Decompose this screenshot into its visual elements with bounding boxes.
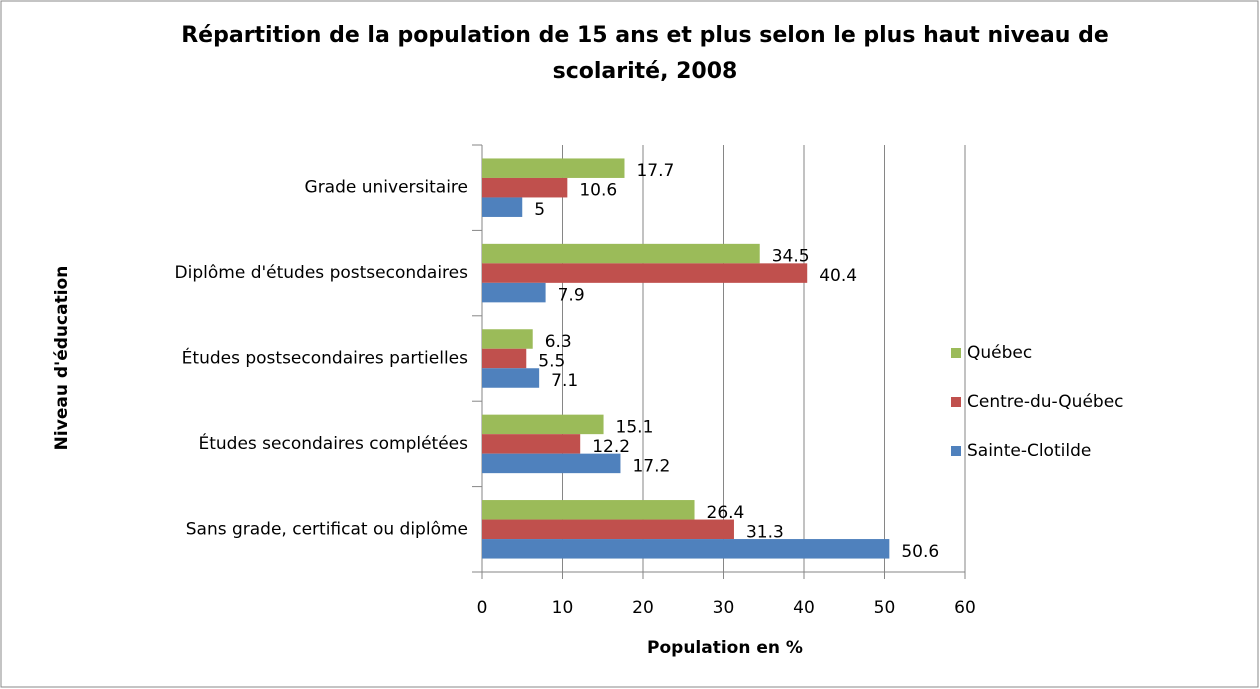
x-tick-label: 50 — [874, 598, 896, 618]
value-label: 7.9 — [558, 286, 585, 306]
value-label: 17.7 — [636, 161, 674, 181]
y-axis-title: Niveau d'éducation — [52, 266, 72, 451]
value-label: 5.5 — [538, 352, 565, 372]
bar — [482, 263, 808, 283]
x-tick-label: 20 — [632, 598, 654, 618]
x-tick-label: 0 — [477, 598, 488, 618]
bar — [482, 329, 533, 349]
value-label: 50.6 — [901, 542, 939, 562]
bar — [482, 414, 604, 435]
value-label: 31.3 — [746, 522, 784, 542]
bar — [482, 519, 734, 540]
y-tick-label: Diplôme d'études postsecondaires — [175, 263, 469, 283]
value-label: 34.5 — [772, 247, 810, 267]
x-tick-label: 10 — [552, 598, 574, 618]
legend-swatch — [951, 397, 961, 407]
legend-swatch — [951, 446, 961, 456]
chart-title: Répartition de la population de 15 ans e… — [181, 23, 1109, 84]
x-tick-label: 40 — [793, 598, 815, 618]
bar — [482, 243, 760, 264]
value-label: 26.4 — [707, 503, 745, 523]
bar — [482, 348, 527, 369]
legend-label: Sainte-Clotilde — [967, 441, 1091, 461]
bar — [482, 282, 546, 303]
y-tick-label: Sans grade, certificat ou diplôme — [186, 519, 468, 539]
y-tick-label: Études secondaires complétées — [198, 432, 468, 454]
y-tick-label: Grade universitaire — [305, 178, 468, 198]
value-label: 5 — [534, 200, 545, 220]
bar — [482, 368, 540, 388]
bar — [482, 539, 890, 559]
bar — [482, 158, 625, 178]
bar — [482, 453, 621, 474]
bar — [482, 434, 581, 454]
bar — [482, 197, 523, 217]
legend-label: Centre-du-Québec — [967, 392, 1124, 412]
value-label: 17.2 — [632, 456, 670, 476]
x-axis-title: Population en % — [647, 638, 803, 658]
x-tick-label: 60 — [954, 598, 976, 618]
legend-label: Québec — [967, 343, 1032, 363]
value-label: 12.2 — [592, 437, 630, 457]
value-label: 15.1 — [616, 417, 654, 437]
bar — [482, 177, 568, 198]
value-label: 6.3 — [545, 332, 572, 352]
value-label: 40.4 — [819, 266, 857, 286]
y-tick-label: Études postsecondaires partielles — [182, 347, 468, 369]
x-tick-label: 30 — [713, 598, 735, 618]
value-label: 7.1 — [551, 371, 578, 391]
bar — [482, 500, 695, 520]
value-label: 10.6 — [579, 181, 617, 201]
legend-swatch — [951, 348, 961, 358]
